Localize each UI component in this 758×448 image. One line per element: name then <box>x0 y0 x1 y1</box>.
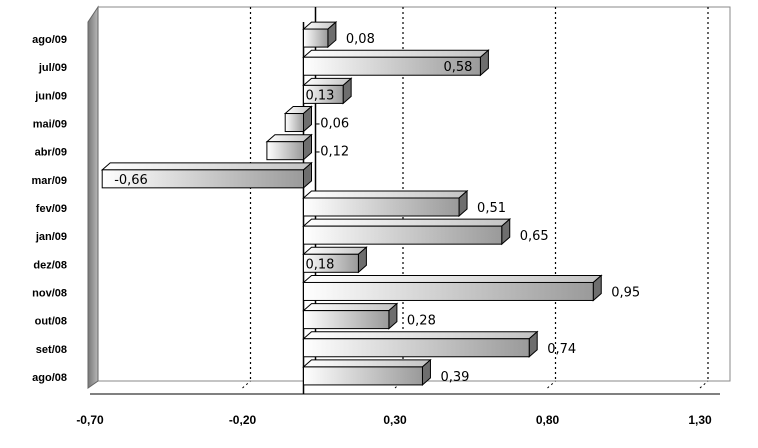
data-label: -0,66 <box>114 173 148 188</box>
bar-top <box>100 162 313 171</box>
bar-front <box>303 56 481 76</box>
category-label: ago/08 <box>32 372 67 384</box>
bar-abr/09 <box>265 133 313 161</box>
x-tick-label: 0,80 <box>536 413 560 427</box>
bar-out/08 <box>302 302 399 330</box>
category-label: set/08 <box>36 344 67 356</box>
bar-ago/09 <box>302 20 338 49</box>
bar-jan/09 <box>302 218 512 246</box>
data-label: 0,65 <box>520 229 549 244</box>
bar-front <box>284 113 305 133</box>
category-label: mai/09 <box>33 119 67 131</box>
bar-top <box>302 218 512 227</box>
bar-front <box>303 225 503 245</box>
bar-jul/09 <box>302 49 490 77</box>
bar-top <box>302 246 368 255</box>
bar-front <box>303 197 460 217</box>
bar-mai/09 <box>283 105 313 133</box>
x-tick-label: 0,30 <box>383 413 407 427</box>
bar-mar/09 <box>100 161 313 189</box>
data-label: 0,39 <box>440 370 469 385</box>
bar-top <box>302 331 539 340</box>
x-tick-label: -0,20 <box>229 413 257 427</box>
bar-front <box>303 84 344 104</box>
data-label: 0,95 <box>611 285 640 300</box>
category-label: fev/09 <box>36 203 67 215</box>
gridline-depth <box>547 380 556 389</box>
bars <box>100 20 603 387</box>
bar-front <box>303 366 423 386</box>
bar-nov/08 <box>302 274 603 302</box>
bar-dez/08 <box>302 246 368 274</box>
bar-ago/08 <box>302 358 432 387</box>
bar-top <box>302 190 469 199</box>
category-label: out/08 <box>35 316 67 328</box>
bar-top <box>302 274 603 283</box>
category-label: abr/09 <box>35 147 67 159</box>
data-label: 0,18 <box>306 257 335 272</box>
bar-fev/09 <box>302 189 469 218</box>
data-labels: 0,08 0,58 0,13 -0,06 -0,12 -0,66 0,51 0,65 0,18 0… <box>114 32 640 385</box>
data-label: -0,12 <box>316 145 350 160</box>
bar-front <box>303 338 530 358</box>
bar-top <box>302 359 432 368</box>
data-label: 0,13 <box>306 88 335 103</box>
tick-labels: -0,70 -0,20 0,30 0,80 1,30 <box>76 413 712 427</box>
bar-top <box>302 303 399 312</box>
category-label: ago/09 <box>32 34 67 46</box>
data-label: 0,74 <box>547 342 576 357</box>
gridline-depth <box>699 380 709 389</box>
bar-front <box>303 253 359 273</box>
category-label: nov/08 <box>32 287 67 299</box>
x-tick-label: 1,30 <box>688 413 712 427</box>
category-label: jan/09 <box>35 231 67 243</box>
data-label: -0,06 <box>316 117 350 132</box>
category-label: jun/09 <box>34 90 67 102</box>
category-label: mar/09 <box>32 175 67 187</box>
data-label: 0,08 <box>346 32 375 47</box>
x-tick-label: -0,70 <box>76 413 104 427</box>
side-wall <box>87 5 99 389</box>
data-label: 0,58 <box>443 60 472 75</box>
category-labels: ago/09 jul/09 jun/09 mai/09 abr/09 mar/09 fev/… <box>32 34 67 384</box>
data-label: 0,28 <box>407 314 436 329</box>
bar-jun/09 <box>302 77 353 105</box>
gridline-depth <box>242 380 251 389</box>
bar-front <box>303 310 390 330</box>
bar-front <box>101 169 304 189</box>
category-label: dez/08 <box>33 259 67 271</box>
bar-top <box>302 49 490 58</box>
bar-set/08 <box>302 330 539 358</box>
category-label: jul/09 <box>38 62 67 74</box>
bar-front <box>303 281 594 301</box>
data-label: 0,51 <box>477 201 506 216</box>
bar-front <box>303 28 329 48</box>
bar-front <box>266 141 304 161</box>
